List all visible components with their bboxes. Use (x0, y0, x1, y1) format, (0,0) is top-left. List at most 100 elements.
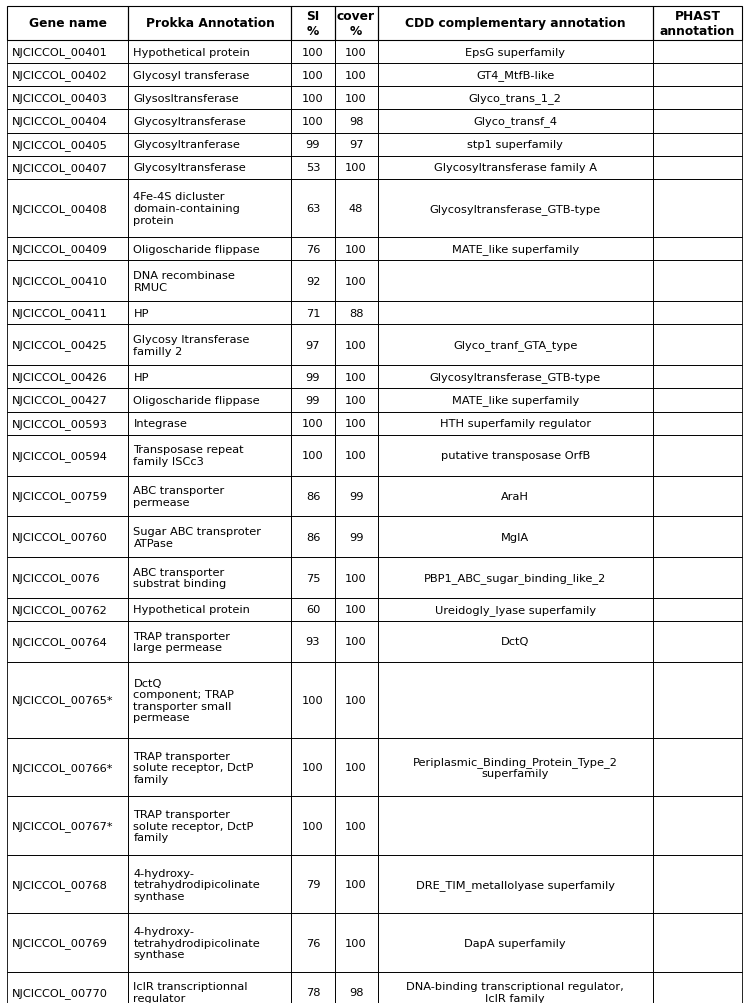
Text: NJCICCOL_00403: NJCICCOL_00403 (12, 93, 108, 104)
Text: 100: 100 (302, 93, 324, 103)
Text: HP: HP (133, 372, 149, 382)
Text: 100: 100 (345, 820, 367, 830)
Bar (291, 599, 335, 622)
Text: NJCICCOL_00760: NJCICCOL_00760 (12, 532, 108, 543)
Text: Hypothetical protein: Hypothetical protein (133, 605, 250, 615)
Bar (7, 156, 129, 180)
Text: NJCICCOL_00765*: NJCICCOL_00765* (12, 695, 114, 706)
Text: 99: 99 (306, 140, 321, 150)
Bar (291, 914, 335, 972)
Bar (7, 662, 129, 738)
Text: 48: 48 (349, 204, 363, 214)
Bar (335, 156, 377, 180)
Bar (129, 366, 291, 389)
Text: NJCICCOL_00766*: NJCICCOL_00766* (12, 762, 113, 773)
Text: 92: 92 (306, 277, 320, 287)
Bar (653, 622, 742, 662)
Text: 100: 100 (345, 70, 367, 80)
Bar (377, 599, 653, 622)
Text: 100: 100 (345, 605, 367, 615)
Text: 86: 86 (306, 491, 320, 502)
Text: 100: 100 (345, 93, 367, 103)
Bar (7, 476, 129, 517)
Text: putative transposase OrfB: putative transposase OrfB (440, 450, 589, 460)
Bar (377, 738, 653, 796)
Bar (335, 435, 377, 476)
Bar (653, 662, 742, 738)
Bar (129, 325, 291, 366)
Text: NJCICCOL_00410: NJCICCOL_00410 (12, 276, 108, 287)
Text: 100: 100 (302, 450, 324, 460)
Bar (291, 517, 335, 558)
Bar (653, 110, 742, 133)
Text: DapA superfamily: DapA superfamily (464, 938, 566, 948)
Bar (129, 476, 291, 517)
Text: HP: HP (133, 309, 149, 319)
Bar (653, 238, 742, 261)
Text: 93: 93 (306, 637, 321, 647)
Bar (377, 412, 653, 435)
Text: TRAP transporter
solute receptor, DctP
family: TRAP transporter solute receptor, DctP f… (133, 751, 254, 784)
Text: Glyco_tranf_GTA_type: Glyco_tranf_GTA_type (453, 340, 577, 351)
Bar (335, 796, 377, 855)
Text: DctQ
component; TRAP
transporter small
permease: DctQ component; TRAP transporter small p… (133, 678, 234, 722)
Bar (653, 599, 742, 622)
Text: 86: 86 (306, 533, 320, 543)
Bar (291, 389, 335, 412)
Text: MATE_like superfamily: MATE_like superfamily (452, 395, 579, 406)
Bar (653, 180, 742, 238)
Bar (653, 325, 742, 366)
Text: Glyco_trans_1_2: Glyco_trans_1_2 (469, 93, 562, 104)
Bar (653, 796, 742, 855)
Bar (377, 64, 653, 87)
Text: ABC transporter
substrat binding: ABC transporter substrat binding (133, 567, 227, 589)
Bar (129, 622, 291, 662)
Text: 100: 100 (302, 47, 324, 57)
Text: 100: 100 (345, 880, 367, 890)
Bar (129, 156, 291, 180)
Bar (653, 412, 742, 435)
Bar (653, 517, 742, 558)
Bar (129, 180, 291, 238)
Bar (653, 156, 742, 180)
Bar (129, 133, 291, 156)
Text: Glyco_transf_4: Glyco_transf_4 (473, 116, 557, 127)
Text: 88: 88 (349, 309, 363, 319)
Text: 100: 100 (345, 637, 367, 647)
Text: NJCICCOL_0076: NJCICCOL_0076 (12, 573, 100, 584)
Bar (7, 110, 129, 133)
Bar (129, 796, 291, 855)
Bar (291, 325, 335, 366)
Text: Transposase repeat
family ISCc3: Transposase repeat family ISCc3 (133, 445, 244, 466)
Bar (653, 476, 742, 517)
Text: 79: 79 (306, 880, 321, 890)
Bar (291, 972, 335, 1003)
Bar (377, 476, 653, 517)
Text: NJCICCOL_00409: NJCICCOL_00409 (12, 244, 108, 255)
Text: Glycosyltransferase: Glycosyltransferase (133, 163, 246, 174)
Bar (291, 855, 335, 914)
Bar (291, 366, 335, 389)
Text: Glycosyltransferase_GTB-type: Glycosyltransferase_GTB-type (430, 372, 601, 383)
Text: Gene name: Gene name (28, 17, 107, 30)
Bar (653, 558, 742, 599)
Bar (291, 662, 335, 738)
Text: ABC transporter
permease: ABC transporter permease (133, 485, 225, 508)
Bar (377, 110, 653, 133)
Bar (129, 558, 291, 599)
Bar (335, 476, 377, 517)
Text: 100: 100 (345, 245, 367, 255)
Text: 97: 97 (306, 340, 321, 350)
Bar (129, 662, 291, 738)
Bar (377, 87, 653, 110)
Bar (653, 7, 742, 41)
Bar (377, 517, 653, 558)
Text: Sugar ABC transproter
ATPase: Sugar ABC transproter ATPase (133, 527, 261, 548)
Text: 76: 76 (306, 245, 320, 255)
Text: 100: 100 (345, 762, 367, 772)
Text: 4Fe-4S dicluster
domain-containing
protein: 4Fe-4S dicluster domain-containing prote… (133, 193, 240, 226)
Bar (7, 87, 129, 110)
Bar (291, 7, 335, 41)
Bar (653, 914, 742, 972)
Text: Glycosyltransferase_GTB-type: Glycosyltransferase_GTB-type (430, 204, 601, 215)
